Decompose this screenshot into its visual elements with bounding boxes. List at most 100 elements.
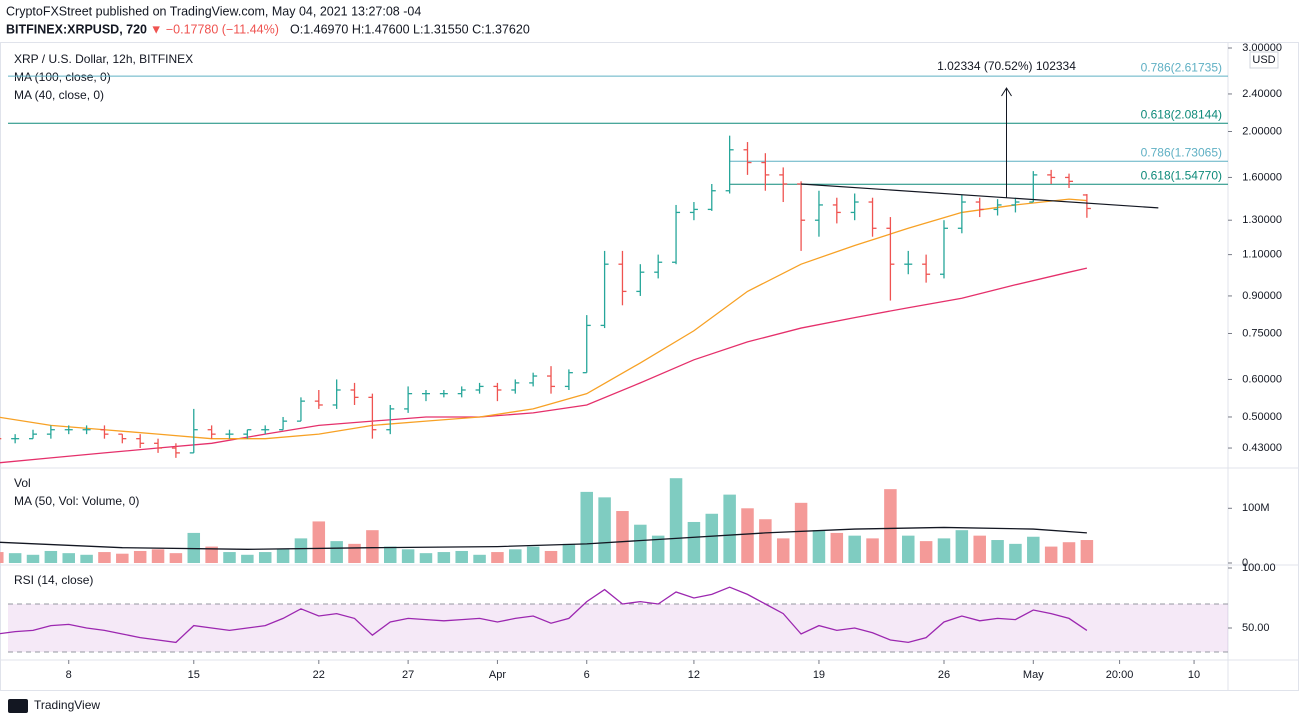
volume-bar xyxy=(1080,540,1094,563)
x-tick-label: May xyxy=(1023,669,1044,681)
volume-bar xyxy=(830,532,844,563)
y-tick-label: 2.00000 xyxy=(1242,125,1282,137)
volume-bar xyxy=(187,532,201,563)
volume-bar xyxy=(330,541,343,563)
header: CryptoFXStreet published on TradingView.… xyxy=(6,4,421,18)
x-tick-label: 12 xyxy=(688,669,700,681)
volume-bar xyxy=(669,478,683,563)
x-tick-label: 10 xyxy=(1188,669,1200,681)
measure-label: 1.02334 (70.52%) 102334 xyxy=(937,59,1076,73)
fib-label: 0.786(2.61735) xyxy=(1141,60,1222,74)
volume-bar xyxy=(205,546,218,563)
volume-bar xyxy=(312,521,326,563)
volume-ma-line xyxy=(0,526,1087,550)
fib-label: 0.618(2.08144) xyxy=(1141,107,1222,121)
volume-bar xyxy=(848,535,861,563)
volume-bar xyxy=(544,550,558,563)
trendline xyxy=(801,183,1159,209)
x-tick-label: 27 xyxy=(402,669,414,681)
volume-bar xyxy=(276,549,290,563)
volume-bar xyxy=(169,553,183,563)
volume-bar xyxy=(80,554,93,563)
volume-bar xyxy=(26,554,40,563)
volume-bar xyxy=(991,540,1004,563)
volume-bar xyxy=(116,553,129,563)
volume-bar xyxy=(455,550,468,563)
volume-title: Vol xyxy=(14,476,31,490)
volume-bar xyxy=(8,553,22,563)
volume-bar xyxy=(562,543,576,563)
y-tick-label: 0.75000 xyxy=(1242,327,1282,339)
volume-bar xyxy=(580,491,593,563)
symbol: BITFINEX:XRPUSD, 720 xyxy=(6,22,147,36)
volume-ma-name: MA (50, Vol: Volume, 0) xyxy=(14,494,139,508)
volume-bar xyxy=(509,549,522,563)
volume-bar xyxy=(0,552,4,563)
x-tick-label: 8 xyxy=(66,669,72,681)
volume-bar xyxy=(348,543,361,563)
volume-bar xyxy=(973,535,986,563)
volume-bar xyxy=(723,494,736,563)
volume-bar xyxy=(419,553,433,563)
volume-bar xyxy=(401,549,415,563)
volume-bar xyxy=(241,554,254,563)
ma-line xyxy=(0,198,1087,440)
volume-bar xyxy=(776,538,790,563)
fib-label: 0.618(1.54770) xyxy=(1141,168,1222,182)
volume-bar xyxy=(437,552,451,563)
frame xyxy=(0,42,1299,691)
y-tick-label: 1.60000 xyxy=(1242,171,1282,183)
volume-bar xyxy=(526,546,540,563)
volume-bar xyxy=(902,535,915,563)
volume-bar xyxy=(616,511,629,563)
volume-bar xyxy=(44,550,58,563)
y-tick-label: 50.00 xyxy=(1242,622,1270,634)
volume-bar xyxy=(98,552,111,563)
volume-bar xyxy=(812,530,826,563)
fib-label: 0.786(1.73065) xyxy=(1141,145,1222,159)
y-tick-label: 1.30000 xyxy=(1242,214,1282,226)
change: ▼ −0.17780 (−11.44%) xyxy=(150,22,279,36)
volume-bar xyxy=(687,521,701,563)
x-tick-label: Apr xyxy=(489,669,506,681)
ohlc-text: O:1.46970 H:1.47600 L:1.31550 C:1.37620 xyxy=(290,22,530,36)
volume-bar xyxy=(258,552,272,563)
volume-bar xyxy=(366,530,379,563)
volume-bar xyxy=(151,549,165,563)
y-tick-label: 3.00000 xyxy=(1242,42,1282,54)
volume-bar xyxy=(473,554,486,563)
volume-bar xyxy=(705,513,719,563)
ma-line xyxy=(0,267,1088,464)
volume-bar xyxy=(384,546,397,563)
volume-bar xyxy=(598,497,611,563)
x-tick-label: 19 xyxy=(813,669,825,681)
y-tick-label: 2.40000 xyxy=(1242,88,1282,100)
x-tick-label: 22 xyxy=(313,669,325,681)
y-tick-label: 100.00 xyxy=(1242,562,1276,574)
footer: TradingView xyxy=(34,698,100,712)
volume-bar xyxy=(884,489,897,563)
rsi-title: RSI (14, close) xyxy=(14,573,93,587)
y-tick-label: 0 xyxy=(1242,557,1248,569)
volume-bar xyxy=(223,552,236,563)
y-tick-label: 0.60000 xyxy=(1242,373,1282,385)
arrow-head xyxy=(1001,87,1012,97)
chart-title: XRP / U.S. Dollar, 12h, BITFINEX xyxy=(14,52,193,66)
x-tick-label: 20:00 xyxy=(1106,669,1134,681)
legend-entry: MA (100, close, 0) xyxy=(14,70,111,84)
volume-bar xyxy=(651,535,665,563)
volume-bar xyxy=(955,530,969,563)
volume-bar xyxy=(133,550,147,563)
volume-bar xyxy=(741,508,754,563)
y-tick-label: 1.10000 xyxy=(1242,249,1282,261)
y-tick-label: 0.90000 xyxy=(1242,290,1282,302)
volume-bar xyxy=(294,538,308,563)
volume-bar xyxy=(1044,546,1058,563)
volume-bar xyxy=(759,519,772,563)
volume-bar xyxy=(62,553,75,563)
x-tick-label: 6 xyxy=(584,669,590,681)
logo xyxy=(8,699,28,713)
y-tick-label: 100M xyxy=(1242,502,1270,514)
